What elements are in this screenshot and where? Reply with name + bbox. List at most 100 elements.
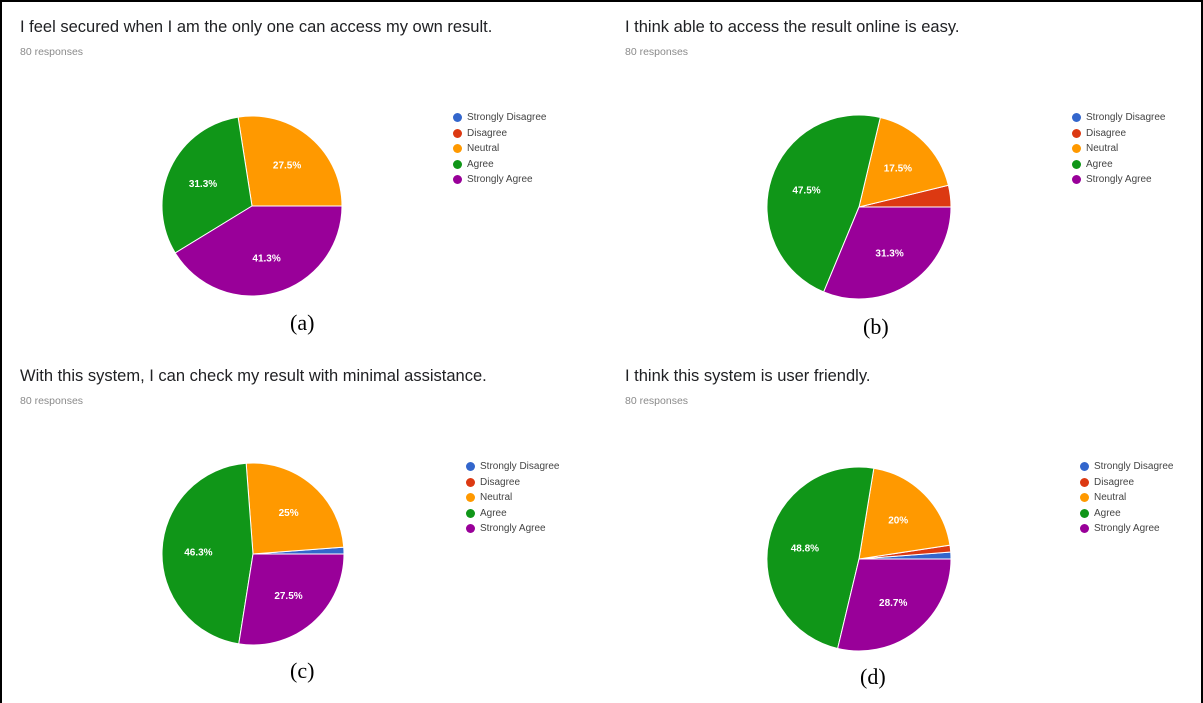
legend-label: Agree [1086,158,1113,170]
legend-swatch [453,144,462,154]
pie-chart-a: 27.5% 31.3% 41.3% [161,115,343,297]
pie-slice-neutral [245,462,345,555]
response-count: 80 responses [20,46,84,58]
legend-label: Strongly Agree [467,174,533,186]
chart-title: I feel secured when I am the only one ca… [20,18,493,36]
legend-swatch [1080,477,1089,487]
chart-panel-c: With this system, I can check my result … [0,351,609,703]
chart-panel-a: I feel secured when I am the only one ca… [0,0,609,353]
legend-item-neutral: Neutral [466,490,559,506]
response-count: 80 responses [20,395,84,407]
legend-swatch [1072,175,1081,185]
legend-swatch [466,477,475,487]
pie-data-label: 17.5% [884,163,912,174]
legend-swatch [1072,159,1081,169]
pie-chart-c: 25% 46.3% 27.5% [161,462,345,646]
legend-swatch [453,159,462,169]
pie-data-label: 25% [279,508,299,519]
legend-swatch [466,524,475,534]
legend-swatch [1072,144,1081,154]
legend-label: Strongly Agree [1094,523,1160,535]
pie-slice-agree [766,114,881,293]
legend-item-agree: Agree [466,506,559,522]
legend-label: Neutral [467,143,500,155]
legend-swatch [1072,128,1081,138]
legend-swatch [453,113,462,123]
legend-swatch [1080,462,1089,472]
legend-item-neutral: Neutral [1080,490,1173,506]
legend-label: Disagree [480,476,521,488]
pie-data-label: 27.5% [274,591,302,602]
legend-label: Agree [1094,507,1121,519]
legend-item-agree: Agree [1080,506,1173,522]
pie-chart-b: 17.5% 47.5% 31.3% [766,114,952,300]
legend-label: Strongly Agree [1086,174,1152,186]
legend-item-strongly-agree: Strongly Agree [1072,172,1165,188]
legend-swatch [453,128,462,138]
panel-caption: (b) [863,314,889,339]
legend-label: Neutral [480,492,513,504]
chart-title: With this system, I can check my result … [20,367,487,385]
legend-item-agree: Agree [453,157,546,173]
legend-item-agree: Agree [1072,157,1165,173]
pie-slice-neutral [858,467,951,560]
chart-title: I think this system is user friendly. [625,367,871,385]
panel-caption: (c) [290,658,315,683]
legend-label: Agree [467,158,494,170]
chart-panel-b: I think able to access the result online… [607,0,1203,353]
legend-item-disagree: Disagree [453,126,546,142]
legend-swatch [453,175,462,185]
legend-item-disagree: Disagree [466,475,559,491]
legend-item-strongly-disagree: Strongly Disagree [1080,459,1173,475]
response-count: 80 responses [625,46,689,58]
legend-label: Agree [480,507,507,519]
legend-swatch [1080,524,1089,534]
response-count: 80 responses [625,395,689,407]
legend-label: Strongly Disagree [1094,461,1174,473]
pie-data-label: 31.3% [189,179,217,190]
panel-caption: (d) [860,664,886,689]
pie-data-label: 31.3% [875,248,903,259]
chart-panel-d: I think this system is user friendly. 80… [607,351,1203,703]
pie-data-label: 48.8% [791,544,819,555]
legend-label: Disagree [1086,127,1127,139]
pie-data-label: 28.7% [879,598,907,609]
legend: Strongly Disagree Disagree Neutral Agree… [1072,110,1165,188]
pie-data-label: 20% [888,516,908,527]
pie-slice-agree [161,462,254,645]
legend-label: Neutral [1094,492,1127,504]
legend-label: Strongly Disagree [480,461,560,473]
legend-item-strongly-agree: Strongly Agree [466,521,559,537]
legend: Strongly Disagree Disagree Neutral Agree… [466,459,559,537]
legend-label: Neutral [1086,143,1119,155]
legend-item-disagree: Disagree [1072,126,1165,142]
legend-item-disagree: Disagree [1080,475,1173,491]
legend-item-strongly-agree: Strongly Agree [453,172,546,188]
legend-item-strongly-disagree: Strongly Disagree [1072,110,1165,126]
legend-swatch [466,462,475,472]
pie-slice-strongly-agree [238,553,345,646]
pie-data-label: 47.5% [792,186,820,197]
pie-slice-strongly-agree [837,558,952,652]
pie-slice-strongly-agree [823,206,952,300]
pie-slice-agree [766,466,875,650]
chart-title: I think able to access the result online… [625,18,960,36]
pie-chart-d: 20% 48.8% 28.7% [766,466,952,652]
panel-caption: (a) [290,310,315,335]
legend-item-neutral: Neutral [1072,141,1165,157]
pie-slice-neutral [237,115,343,207]
legend-label: Disagree [1094,476,1135,488]
legend-item-strongly-disagree: Strongly Disagree [466,459,559,475]
legend-swatch [1080,508,1089,518]
legend: Strongly Disagree Disagree Neutral Agree… [453,110,546,188]
legend-label: Strongly Agree [480,523,546,535]
pie-slice-neutral [858,116,950,208]
pie-slice-agree [161,116,253,254]
legend-swatch [466,493,475,503]
legend-swatch [1072,113,1081,123]
legend-label: Strongly Disagree [467,112,547,124]
legend-item-strongly-agree: Strongly Agree [1080,521,1173,537]
legend-item-neutral: Neutral [453,141,546,157]
pie-data-label: 41.3% [252,254,280,265]
